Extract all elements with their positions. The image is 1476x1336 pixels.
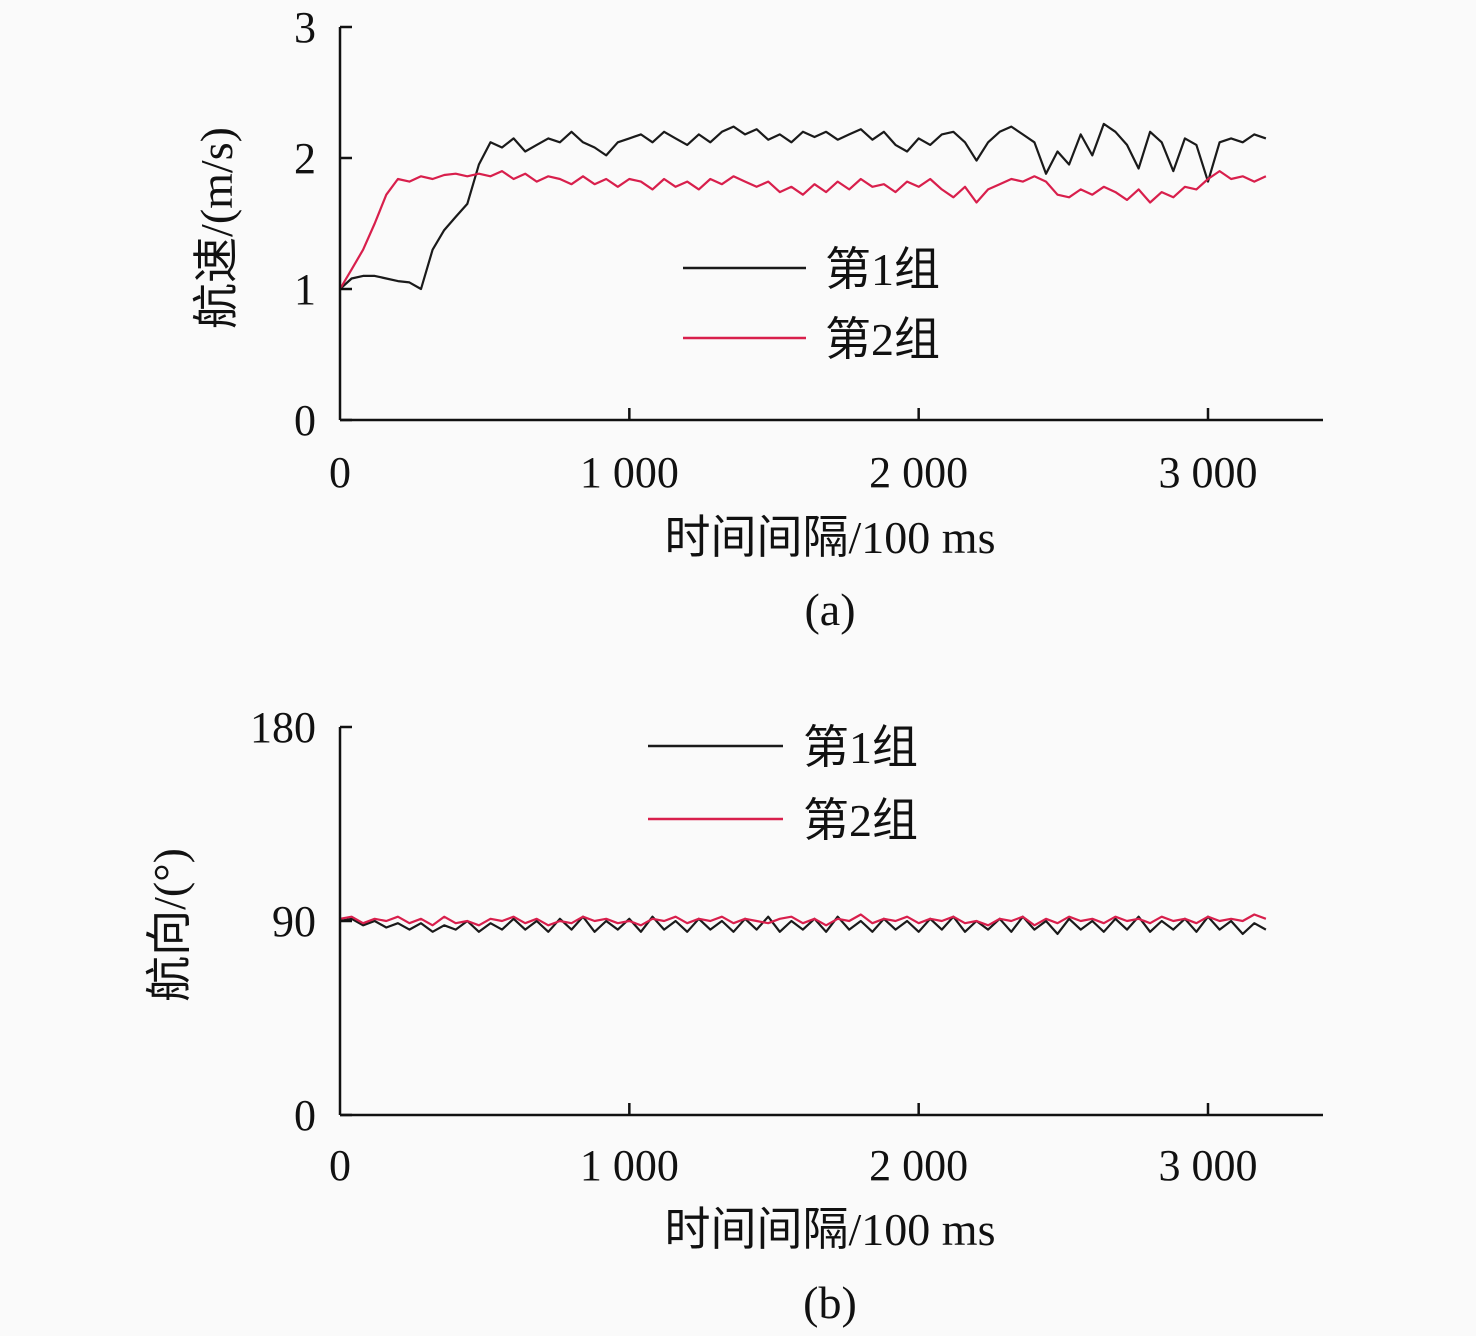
chart1-legend-label-2: 第2组: [825, 314, 940, 365]
chart1-y-tick-label: 2: [294, 134, 316, 183]
chart1-series-line-1: [339, 122, 1267, 291]
chart1-x-tick-label: 1 000: [580, 448, 679, 497]
chart2-x-tick-label: 3 000: [1159, 1141, 1258, 1190]
chart1-y-axis-label: 航速/(m/s): [191, 127, 242, 329]
chart2-legend-label-1: 第1组: [803, 722, 918, 773]
chart2-y-axis-label: 航向/(°): [144, 848, 195, 1002]
chart2-legend-label-2: 第2组: [803, 795, 918, 846]
chart1-series-line-2: [339, 170, 1267, 290]
chart1-x-tick-label: 3 000: [1159, 448, 1258, 497]
chart2-panel-label: (b): [803, 1277, 857, 1328]
chart1-x-axis-label: 时间间隔/100 ms: [665, 512, 996, 563]
chart2-x-tick-label: 2 000: [869, 1141, 968, 1190]
chart1-y-tick-label: 1: [294, 265, 316, 314]
chart2-series-line-1: [339, 915, 1267, 936]
chart2-x-tick-label: 0: [329, 1141, 351, 1190]
chart1-y-tick-label: 0: [294, 396, 316, 445]
chart2-series-line-2: [339, 913, 1267, 927]
chart1-legend-label-1: 第1组: [825, 244, 940, 295]
chart1-y-tick-label: 3: [294, 3, 316, 52]
chart2-y-tick-label: 180: [250, 703, 316, 752]
chart2-x-axis-label: 时间间隔/100 ms: [665, 1204, 996, 1255]
chart2-y-tick-label: 0: [294, 1091, 316, 1140]
chart1-x-tick-label: 2 000: [869, 448, 968, 497]
chart2-x-tick-label: 1 000: [580, 1141, 679, 1190]
chart2-y-tick-label: 90: [272, 897, 316, 946]
chart1-x-tick-label: 0: [329, 448, 351, 497]
chart1-panel-label: (a): [804, 584, 855, 635]
